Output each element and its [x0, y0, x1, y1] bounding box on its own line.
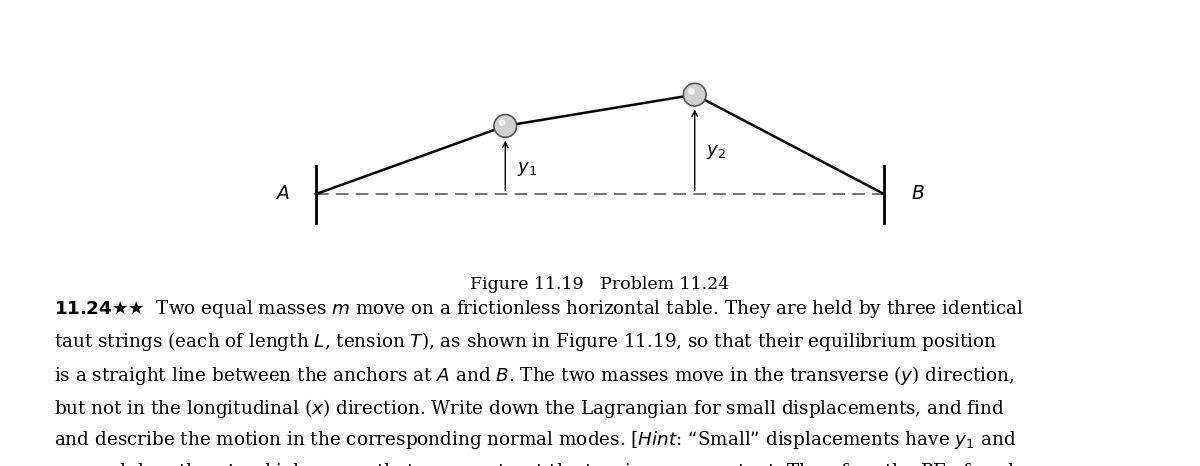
Text: $y_2$: $y_2$: [706, 143, 726, 161]
Text: $\mathbf{11.24}$$\mathbf{\bigstar\bigstar}$  Two equal masses $m$ move on a fric: $\mathbf{11.24}$$\mathbf{\bigstar\bigsta…: [54, 298, 1024, 466]
Circle shape: [494, 115, 517, 137]
Text: $A$: $A$: [275, 185, 289, 203]
Text: Figure 11.19   Problem 11.24: Figure 11.19 Problem 11.24: [470, 276, 730, 293]
Text: $y_1$: $y_1$: [517, 159, 536, 178]
Circle shape: [688, 88, 695, 95]
Circle shape: [683, 83, 706, 106]
Circle shape: [499, 119, 505, 126]
Text: $B$: $B$: [911, 185, 924, 203]
